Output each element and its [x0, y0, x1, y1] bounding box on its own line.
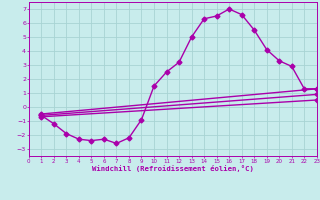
X-axis label: Windchill (Refroidissement éolien,°C): Windchill (Refroidissement éolien,°C): [92, 165, 254, 172]
